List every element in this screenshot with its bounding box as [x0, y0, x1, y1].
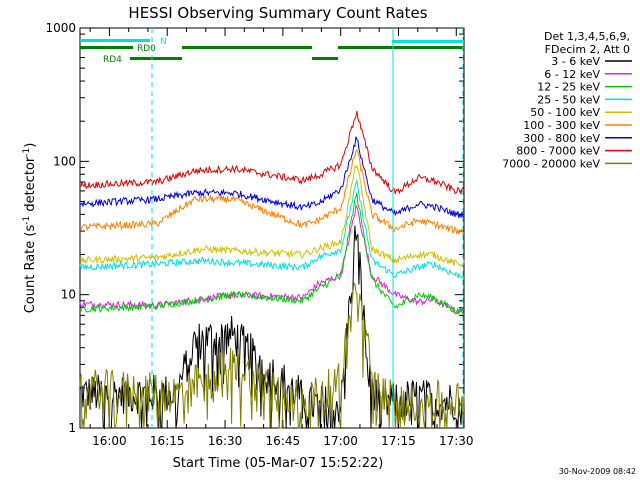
series-line-8 [79, 110, 465, 196]
x-tick-label: 17:30 [439, 434, 474, 448]
y-tick-label: 10 [61, 288, 76, 302]
legend-label: 800 - 7000 keV [516, 145, 600, 158]
timestamp: 30-Nov-2009 08:42 [559, 467, 636, 476]
series-lines [79, 110, 465, 430]
legend-label: 3 - 6 keV [551, 55, 600, 68]
attenuator-lines [151, 28, 464, 428]
legend-label: 300 - 800 keV [523, 132, 600, 145]
flag-rd0-bar [182, 46, 312, 49]
flag-n-label: N [160, 37, 167, 47]
x-tick-label: 16:30 [208, 434, 243, 448]
y-tick-label: 1 [68, 421, 76, 435]
y-axis-label: Count Rate (s-1 detector-1) [22, 143, 38, 314]
series-line-5 [79, 164, 465, 268]
series-line-7 [79, 136, 465, 219]
flag-rd0-bar [338, 46, 464, 49]
legend-label: 25 - 50 keV [537, 93, 600, 106]
x-tick-label: 17:00 [323, 434, 358, 448]
flag-n-bar [392, 40, 464, 43]
flag-rd0-label: RD0 [137, 44, 156, 54]
x-tick-label: 16:45 [266, 434, 301, 448]
series-line-6 [79, 148, 465, 235]
series-line-1 [79, 225, 465, 430]
flag-rd4-bar [312, 57, 338, 60]
y-tick-label: 1000 [45, 21, 76, 35]
flag-bars: N RD0 RD4 [80, 37, 464, 65]
legend-label: 12 - 25 keV [537, 81, 600, 94]
plot-frame [79, 27, 465, 429]
series-line-9 [79, 282, 465, 429]
series-line-4 [79, 178, 465, 279]
x-tick-label: 17:15 [381, 434, 416, 448]
flag-rd4-label: RD4 [103, 55, 122, 65]
legend-header-2: FDecim 2, Att 0 [545, 43, 630, 56]
series-line-3 [79, 192, 465, 316]
legend-label: 50 - 100 keV [530, 106, 600, 119]
legend-label: 7000 - 20000 keV [502, 157, 600, 170]
axis-ticks: 16:00 16:15 16:30 16:45 17:00 17:15 17:30 1 10 10… [45, 21, 473, 448]
series-line-2 [79, 203, 465, 316]
flag-rd0-bar [80, 46, 133, 49]
legend-header-1: Det 1,3,4,5,6,9, [544, 30, 630, 43]
legend-label: 6 - 12 keV [544, 68, 600, 81]
x-tick-label: 16:00 [92, 434, 127, 448]
y-tick-label: 100 [53, 154, 76, 168]
chart-title: HESSI Observing Summary Count Rates [128, 4, 427, 22]
x-tick-label: 16:15 [150, 434, 185, 448]
x-axis-label: Start Time (05-Mar-07 15:52:22) [173, 456, 384, 471]
flag-rd4-bar [130, 57, 182, 60]
legend-label: 100 - 300 keV [523, 119, 600, 132]
flag-n-bar [80, 39, 150, 42]
